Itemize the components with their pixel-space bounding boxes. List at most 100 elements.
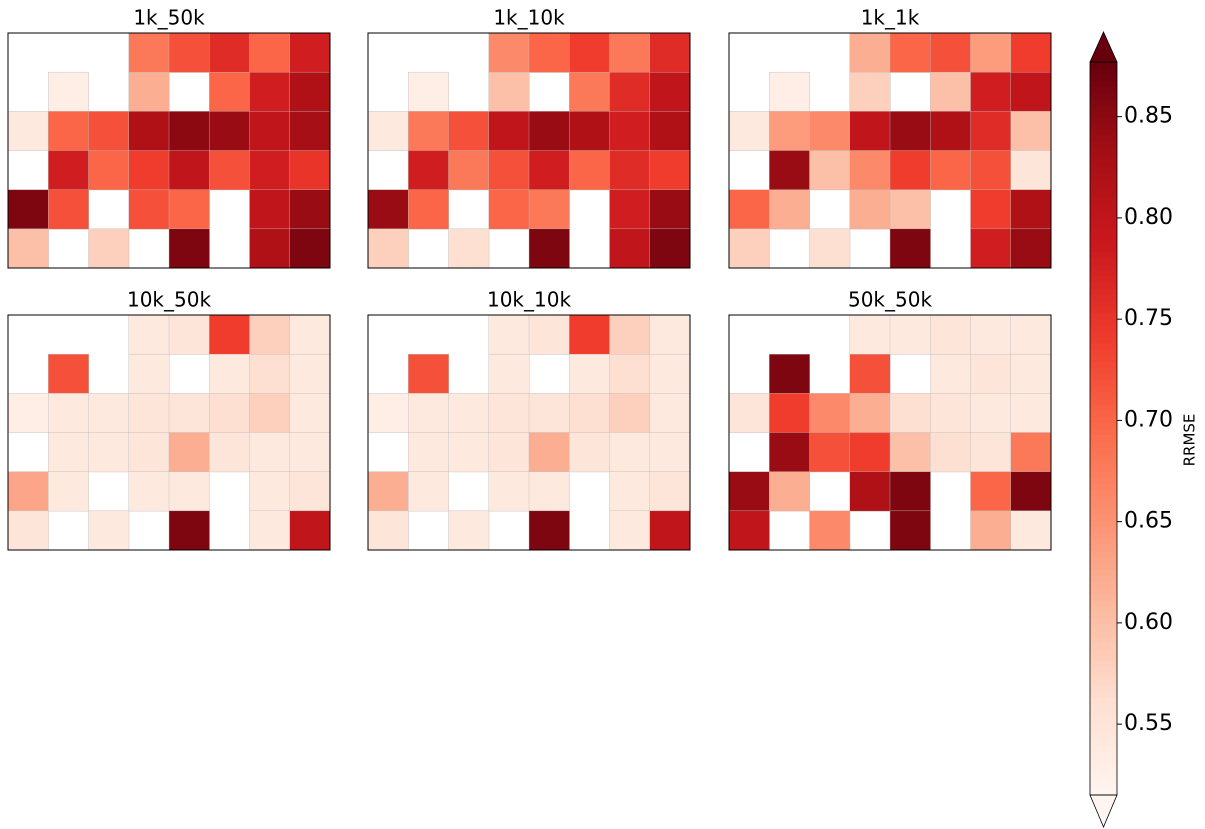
region [1010, 432, 1052, 473]
region [809, 111, 851, 152]
region [849, 71, 891, 112]
region [48, 71, 89, 112]
region [609, 471, 651, 512]
colorbar-segment [1090, 257, 1117, 265]
region [970, 510, 1012, 551]
region [528, 393, 570, 434]
region [849, 111, 891, 152]
colorbar-segment [1090, 342, 1117, 350]
region [249, 510, 291, 551]
region [569, 432, 610, 473]
region [609, 314, 651, 355]
colorbar-segment [1090, 245, 1117, 252]
region [609, 32, 651, 73]
region [649, 32, 691, 73]
region [609, 393, 651, 434]
colorbar-segment [1090, 452, 1117, 460]
region [569, 393, 610, 434]
colorbar-segment [1090, 226, 1117, 234]
colorbar-segment [1090, 568, 1117, 576]
colorbar-tick-label: 0.70 [1124, 407, 1173, 432]
region [48, 432, 89, 473]
colorbar-segment [1090, 165, 1117, 173]
region [209, 32, 250, 73]
region [488, 71, 530, 112]
region [769, 111, 810, 152]
map-panel [728, 32, 1052, 269]
colorbar-segment [1090, 440, 1117, 448]
region [889, 228, 931, 269]
region [649, 228, 691, 269]
region [809, 432, 851, 473]
colorbar-segment [1090, 361, 1117, 368]
region [569, 150, 610, 191]
colorbar-segment [1090, 678, 1117, 686]
region [728, 189, 770, 230]
colorbar-segment [1090, 544, 1117, 552]
colorbar-segment [1090, 275, 1117, 283]
region [889, 393, 931, 434]
region [849, 353, 891, 394]
colorbar-segment [1090, 184, 1117, 191]
colorbar-segment [1090, 587, 1117, 594]
region [209, 393, 250, 434]
region [48, 189, 89, 230]
region [528, 228, 570, 269]
region [168, 189, 210, 230]
colorbar-segment [1090, 740, 1117, 747]
colorbar-segment [1090, 733, 1117, 741]
region [930, 393, 971, 434]
colorbar-segment [1090, 697, 1117, 704]
region [528, 314, 570, 355]
region [249, 314, 291, 355]
region [488, 111, 530, 152]
colorbar-segment [1090, 752, 1117, 759]
region [528, 111, 570, 152]
region [728, 471, 770, 512]
region [970, 471, 1012, 512]
region [609, 228, 651, 269]
region [728, 111, 770, 152]
colorbar-segment [1090, 80, 1117, 87]
colorbar-segment [1090, 489, 1117, 497]
colorbar-segment [1090, 507, 1117, 515]
region [168, 32, 210, 73]
colorbar-segment [1090, 86, 1117, 94]
colorbar-segment [1090, 685, 1117, 692]
region [528, 471, 570, 512]
region [48, 150, 89, 191]
colorbar-segment [1090, 104, 1117, 112]
colorbar-segment [1090, 208, 1117, 216]
colorbar-segment [1090, 434, 1117, 442]
colorbar-segment [1090, 312, 1117, 320]
region [249, 432, 291, 473]
region [1010, 510, 1052, 551]
region [609, 353, 651, 394]
colorbar-segment [1090, 630, 1117, 637]
colorbar-segment [1090, 623, 1117, 631]
region [528, 510, 570, 551]
region [289, 510, 331, 551]
region [849, 471, 891, 512]
colorbar-segment [1090, 471, 1117, 478]
colorbar-extend-bottom [1089, 794, 1118, 829]
colorbar-segment [1090, 642, 1117, 649]
colorbar-segment [1090, 269, 1117, 277]
region [849, 432, 891, 473]
region [849, 32, 891, 73]
region [649, 510, 691, 551]
region [448, 150, 490, 191]
region [1010, 393, 1052, 434]
colorbar-segment [1090, 141, 1117, 149]
region [168, 228, 210, 269]
region [769, 471, 810, 512]
colorbar-segment [1090, 746, 1117, 753]
region [970, 189, 1012, 230]
region [249, 471, 291, 512]
region [249, 228, 291, 269]
region [168, 150, 210, 191]
region [488, 189, 530, 230]
colorbar-segment [1090, 782, 1117, 790]
region [809, 510, 851, 551]
